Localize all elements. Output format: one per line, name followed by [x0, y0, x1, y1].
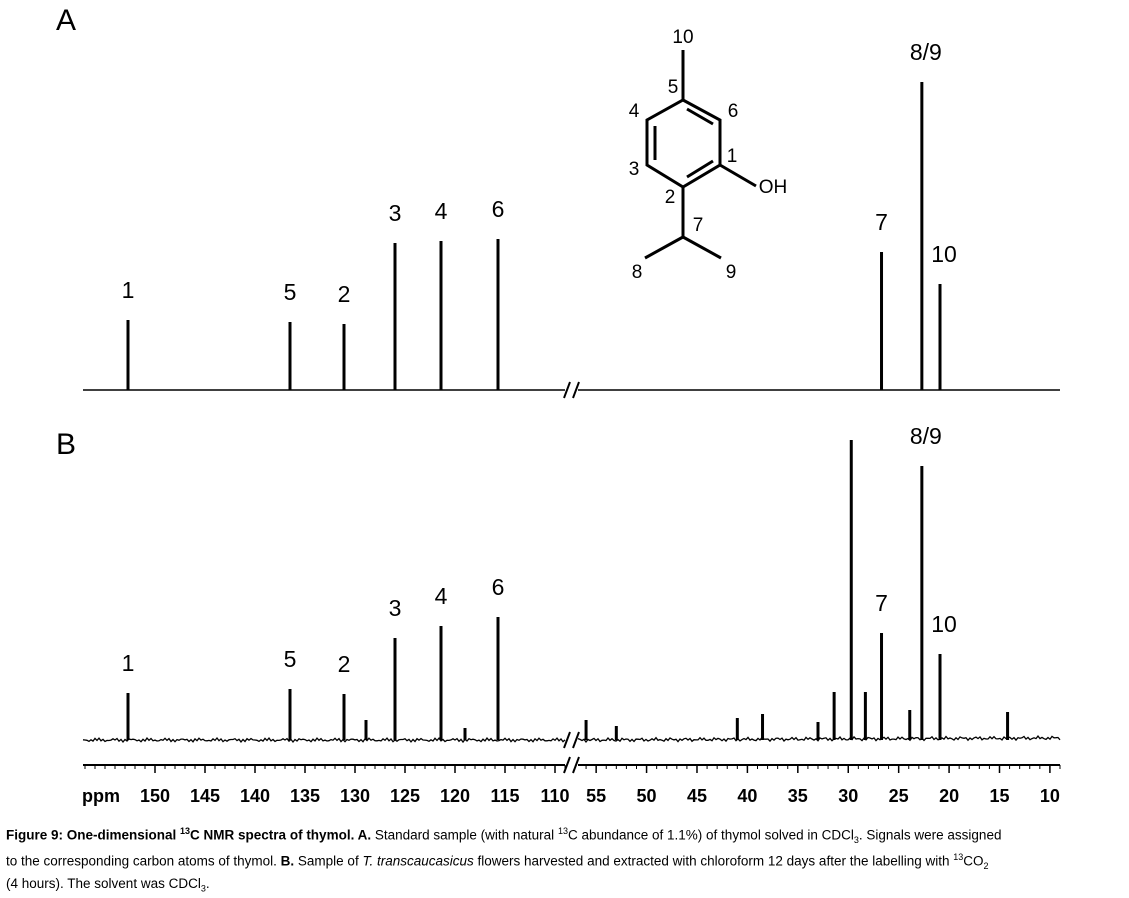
peak-label: 7 [875, 590, 888, 616]
axis-break [563, 731, 571, 749]
x-tick-label: 140 [240, 786, 270, 806]
peak-label: 1 [122, 277, 135, 303]
axis-break [563, 381, 571, 399]
bond [686, 159, 714, 179]
axis-break [572, 381, 580, 399]
caption: Figure 9: One-dimensional 13C NMR spectr… [6, 823, 1126, 898]
caption-text: C abundance of 1.1%) of thymol solved in… [567, 827, 854, 843]
caption-line: (4 hours). The solvent was CDCl3. [6, 875, 1126, 898]
x-tick-label: 150 [140, 786, 170, 806]
x-tick-label: 10 [1040, 786, 1060, 806]
bond [686, 107, 714, 126]
atom-label: 8 [632, 262, 643, 283]
axis-break [563, 756, 571, 774]
axis-break [572, 731, 580, 749]
bond [682, 235, 722, 260]
peak-label: 1 [122, 650, 135, 676]
atom-label: 6 [728, 101, 739, 122]
peak-label: 8/9 [910, 423, 942, 449]
atom-label: 5 [668, 77, 679, 98]
x-tick-label: 110 [540, 786, 569, 806]
caption-text: 13 [557, 826, 568, 836]
atom-label: 4 [629, 101, 640, 122]
x-tick-label: 25 [889, 786, 909, 806]
peak-label: 5 [284, 279, 297, 305]
bond [644, 235, 684, 260]
x-tick-label: 45 [687, 786, 707, 806]
caption-text: Sample of [294, 853, 363, 869]
x-tick-label: 20 [939, 786, 959, 806]
atom-label: 7 [693, 215, 704, 236]
ring [645, 98, 722, 189]
x-tick-label: 115 [490, 786, 519, 806]
atom-label: OH [759, 177, 788, 198]
caption-text: to the corresponding carbon atoms of thy… [6, 853, 281, 869]
caption-line: Figure 9: One-dimensional 13C NMR spectr… [6, 823, 1126, 849]
atom-label: 10 [672, 27, 693, 48]
peak-label: 2 [338, 281, 351, 307]
x-tick-label: 130 [340, 786, 370, 806]
x-tick-label: 145 [190, 786, 220, 806]
baseline [82, 736, 566, 744]
caption-text: A. [357, 827, 372, 843]
caption-text: B. [280, 853, 295, 869]
peak-label: 10 [931, 241, 957, 267]
peak-label: 7 [875, 209, 888, 235]
caption-text: CO [963, 853, 984, 869]
peak-label: 3 [389, 595, 402, 621]
caption-line: to the corresponding carbon atoms of thy… [6, 849, 1126, 875]
bond [719, 163, 757, 188]
x-tick-label: 135 [290, 786, 320, 806]
x-tick-label: 15 [989, 786, 1009, 806]
x-tick-label: 40 [737, 786, 757, 806]
panel-label: A [56, 4, 76, 37]
caption-text: Standard sample (with natural [371, 827, 558, 843]
caption-text: 13 [953, 852, 964, 863]
axis-break [572, 756, 580, 774]
axis-unit: ppm [82, 786, 120, 806]
caption-text: T. transcaucasicus [362, 853, 474, 869]
x-tick-label: 35 [788, 786, 808, 806]
peak-label: 8/9 [910, 39, 942, 65]
atom-label: 2 [665, 187, 676, 208]
caption-text: (4 hours). The solvent was CDCl [6, 876, 201, 892]
structure [644, 50, 757, 260]
x-tick-label: 55 [586, 786, 606, 806]
caption-text: C NMR spectra of thymol. [190, 827, 358, 843]
peak-label: 5 [284, 646, 297, 672]
atom-label: 9 [726, 262, 737, 283]
x-tick-label: 30 [838, 786, 858, 806]
caption-text: . Signals were assigned [858, 827, 1002, 843]
x-tick-label: 50 [637, 786, 657, 806]
caption-text: . [205, 876, 210, 892]
peak-label: 4 [435, 583, 448, 609]
peak-label: 10 [931, 611, 957, 637]
caption-text: flowers harvested and extracted with chl… [473, 853, 954, 869]
peak-label: 6 [492, 574, 505, 600]
caption-text: 13 [180, 826, 191, 836]
atom-label: 1 [727, 146, 738, 167]
caption-text: 2 [983, 861, 989, 872]
x-tick-label: 120 [440, 786, 470, 806]
peak-label: 6 [492, 196, 505, 222]
peak-label: 4 [435, 198, 448, 224]
x-tick-label: 125 [390, 786, 420, 806]
peak-label: 2 [338, 651, 351, 677]
caption-text: Figure 9: One-dimensional [6, 827, 181, 843]
peak-label: 3 [389, 200, 402, 226]
panel-label: B [56, 428, 76, 461]
atom-label: 3 [629, 159, 640, 180]
caption-text: 3 [853, 835, 859, 846]
